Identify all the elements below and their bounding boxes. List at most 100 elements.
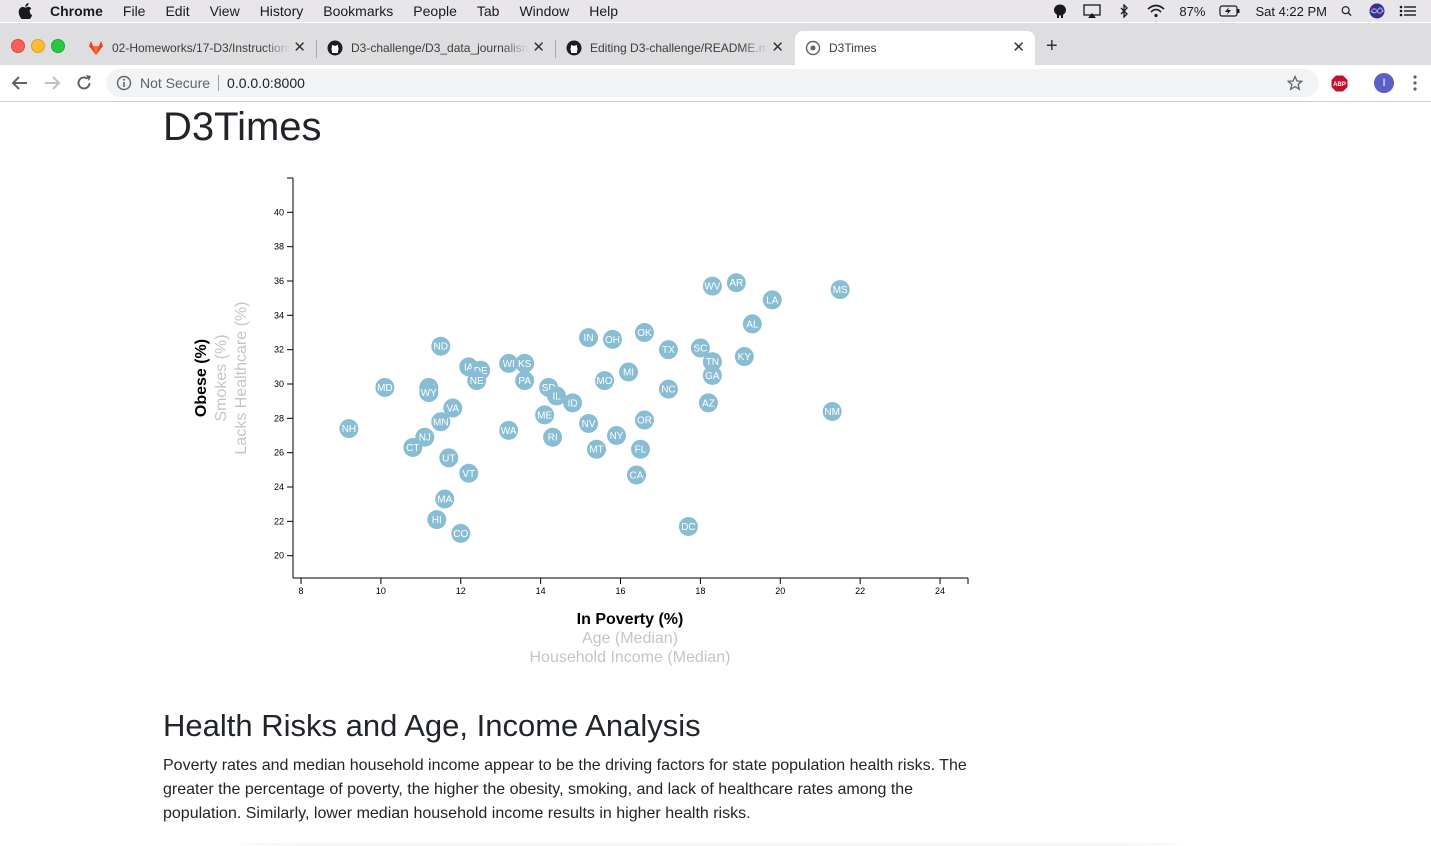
state-marker[interactable] <box>626 465 646 485</box>
state-marker[interactable] <box>634 410 654 430</box>
state-marker[interactable] <box>702 365 722 385</box>
y-tick-label: 36 <box>274 276 284 286</box>
menu-window[interactable]: Window <box>519 3 570 19</box>
menu-history[interactable]: History <box>259 3 304 19</box>
y-axis-label[interactable]: Smokes (%) <box>213 334 230 421</box>
y-axis-label[interactable]: Obese (%) <box>193 339 210 417</box>
tab-close-icon[interactable]: ✕ <box>1012 39 1025 56</box>
notification-center-icon[interactable] <box>1399 4 1417 18</box>
window-zoom-button[interactable] <box>51 39 65 53</box>
postgres-elephant-icon[interactable] <box>1051 4 1069 18</box>
apple-logo-icon[interactable] <box>18 3 32 19</box>
siri-icon[interactable] <box>1369 3 1385 19</box>
state-marker[interactable] <box>726 273 746 293</box>
x-axis-label[interactable]: Household Income (Median) <box>530 649 731 666</box>
state-marker[interactable] <box>443 398 463 418</box>
state-marker[interactable] <box>375 377 395 397</box>
forward-arrow-icon[interactable] <box>42 73 62 93</box>
menu-help[interactable]: Help <box>589 3 619 19</box>
window-close-button[interactable] <box>11 39 25 53</box>
state-marker[interactable] <box>439 448 459 468</box>
reload-icon[interactable] <box>74 73 94 93</box>
state-marker[interactable] <box>734 347 754 367</box>
battery-charging-icon[interactable] <box>1219 4 1241 18</box>
state-marker[interactable] <box>415 427 435 447</box>
state-marker[interactable] <box>822 401 842 421</box>
state-marker[interactable] <box>543 427 563 447</box>
more-menu-icon[interactable] <box>1412 74 1418 92</box>
state-marker[interactable] <box>698 393 718 413</box>
state-marker[interactable] <box>742 314 762 334</box>
back-arrow-icon[interactable] <box>10 73 30 93</box>
menu-file[interactable]: File <box>122 3 146 19</box>
profile-avatar[interactable]: I <box>1374 73 1394 93</box>
state-marker[interactable] <box>702 352 722 372</box>
tab-gitlab-instructions[interactable]: 02-Homeworks/17-D3/Instructions ✕ <box>78 31 317 65</box>
menu-chrome[interactable]: Chrome <box>50 3 103 19</box>
state-label: IN <box>584 333 594 344</box>
state-marker[interactable] <box>603 329 623 349</box>
airplay-icon[interactable] <box>1083 4 1102 18</box>
menu-view[interactable]: View <box>209 3 240 19</box>
state-marker[interactable] <box>630 439 650 459</box>
state-marker[interactable] <box>431 412 451 432</box>
state-marker[interactable] <box>435 489 455 509</box>
state-marker[interactable] <box>658 340 678 360</box>
tab-d3times[interactable]: D3Times ✕ <box>795 31 1035 65</box>
state-marker[interactable] <box>547 386 567 406</box>
x-axis-label[interactable]: Age (Median) <box>582 630 678 647</box>
wifi-icon[interactable] <box>1147 4 1165 18</box>
state-marker[interactable] <box>762 290 782 310</box>
tab-github-journalism[interactable]: D3-challenge/D3_data_journalism ✕ <box>317 31 556 65</box>
state-marker[interactable] <box>607 426 627 446</box>
info-circle-icon[interactable] <box>116 75 132 91</box>
bookmark-star-icon[interactable] <box>1287 75 1303 91</box>
y-axis-label[interactable]: Lacks Healthcare (%) <box>233 302 250 455</box>
url-text[interactable]: 0.0.0.0:8000 <box>227 75 305 91</box>
state-marker[interactable] <box>563 393 583 413</box>
menu-tab[interactable]: Tab <box>476 3 500 19</box>
state-marker[interactable] <box>499 420 519 440</box>
state-marker[interactable] <box>587 439 607 459</box>
state-marker[interactable] <box>467 371 487 391</box>
menu-edit[interactable]: Edit <box>165 3 190 19</box>
address-bar[interactable]: Not Secure 0.0.0.0:8000 <box>106 69 1319 97</box>
state-marker[interactable] <box>419 383 439 403</box>
state-marker[interactable] <box>459 463 479 483</box>
spotlight-search-icon[interactable] <box>1341 4 1355 18</box>
state-marker[interactable] <box>339 419 359 439</box>
bluetooth-icon[interactable] <box>1115 4 1133 18</box>
state-marker[interactable] <box>579 328 599 348</box>
tab-close-icon[interactable]: ✕ <box>293 39 306 56</box>
new-tab-button[interactable]: + <box>1046 35 1058 57</box>
x-axis-label[interactable]: In Poverty (%) <box>577 611 684 628</box>
tab-github-readme[interactable]: Editing D3-challenge/README.md ✕ <box>556 31 794 65</box>
scatter-chart: 8 10 12 14 16 18 20 22 24 20 22 24 26 28 30 32 34 36 38 40 N… <box>193 177 969 666</box>
state-marker[interactable] <box>579 413 599 433</box>
state-marker[interactable] <box>535 405 555 425</box>
menu-people[interactable]: People <box>413 3 457 19</box>
state-label: HI <box>432 515 442 526</box>
state-marker[interactable] <box>499 353 519 373</box>
menu-bookmarks[interactable]: Bookmarks <box>323 3 394 19</box>
state-marker[interactable] <box>830 280 850 300</box>
state-marker[interactable] <box>595 371 615 391</box>
security-status[interactable]: Not Secure <box>140 75 211 91</box>
clock[interactable]: Sat 4:22 PM <box>1255 3 1327 19</box>
tab-close-icon[interactable]: ✕ <box>532 39 545 56</box>
state-marker[interactable] <box>690 338 710 358</box>
state-marker[interactable] <box>515 371 535 391</box>
window-minimize-button[interactable] <box>31 39 45 53</box>
state-marker[interactable] <box>634 323 654 343</box>
state-marker[interactable] <box>702 276 722 296</box>
state-marker[interactable] <box>427 510 447 530</box>
state-marker[interactable] <box>515 353 535 373</box>
state-marker[interactable] <box>431 336 451 356</box>
state-marker[interactable] <box>451 523 471 543</box>
state-marker[interactable] <box>658 379 678 399</box>
state-marker[interactable] <box>619 362 639 382</box>
adblock-plus-icon[interactable]: ABP <box>1331 75 1348 92</box>
state-marker[interactable] <box>678 516 698 536</box>
tab-close-icon[interactable]: ✕ <box>771 39 784 56</box>
tab-title: D3-challenge/D3_data_journalism <box>351 41 529 55</box>
